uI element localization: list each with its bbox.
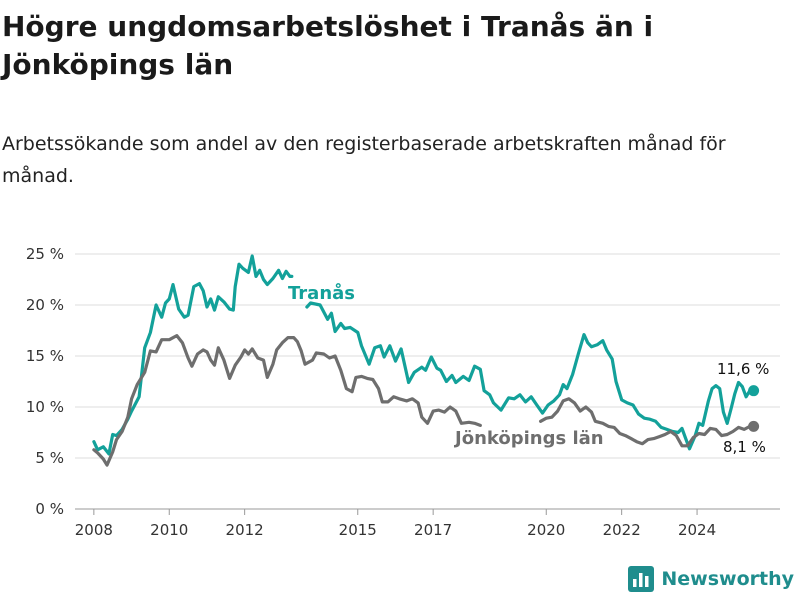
x-tick-label: 2024 bbox=[678, 521, 716, 539]
brand-name: Newsworthy bbox=[661, 568, 794, 590]
x-tick-label: 2020 bbox=[527, 521, 565, 539]
x-tick-label: 2010 bbox=[150, 521, 188, 539]
end-point-marker bbox=[748, 420, 760, 432]
chart-title: Högre ungdomsarbetslöshet i Tranås än i … bbox=[2, 10, 654, 81]
y-tick-label: 10 % bbox=[26, 398, 64, 416]
x-tick-label: 2012 bbox=[226, 521, 264, 539]
y-tick-label: 0 % bbox=[35, 500, 64, 518]
x-axis-ticks: 2008 2010 2012 2015 2017 2020 2022 2024 bbox=[75, 509, 716, 539]
series-label-tranas: Tranås bbox=[288, 282, 355, 304]
end-value-label-jonkopings-lan: 8,1 % bbox=[723, 438, 766, 456]
bar-chart-logo-icon bbox=[628, 566, 655, 592]
end-value-label-tranas: 11,6 % bbox=[717, 360, 769, 378]
series-line-tranas bbox=[92, 254, 756, 456]
series-label-jonkopings-lan: Jönköpings län bbox=[453, 428, 604, 449]
gridlines bbox=[75, 253, 780, 510]
y-tick-label: 15 % bbox=[26, 347, 64, 365]
y-tick-label: 20 % bbox=[26, 296, 64, 314]
brand-logo[interactable]: Newsworthy bbox=[628, 564, 794, 594]
end-point-marker bbox=[748, 385, 760, 397]
y-axis-ticks: 0 % 5 % 10 % 15 % 20 % 25 % bbox=[26, 245, 64, 518]
x-tick-label: 2008 bbox=[75, 521, 113, 539]
x-tick-label: 2015 bbox=[339, 521, 377, 539]
series-lines bbox=[92, 254, 760, 467]
series-labels: Tranås Jönköpings län 11,6 % 8,1 % bbox=[288, 282, 769, 456]
x-tick-label: 2017 bbox=[414, 521, 452, 539]
chart-subtitle: Arbetssökande som andel av den registerb… bbox=[2, 133, 726, 187]
x-tick-label: 2022 bbox=[603, 521, 641, 539]
series-line-jonkopings-lan bbox=[92, 334, 756, 467]
y-tick-label: 25 % bbox=[26, 245, 64, 263]
y-tick-label: 5 % bbox=[35, 449, 64, 467]
